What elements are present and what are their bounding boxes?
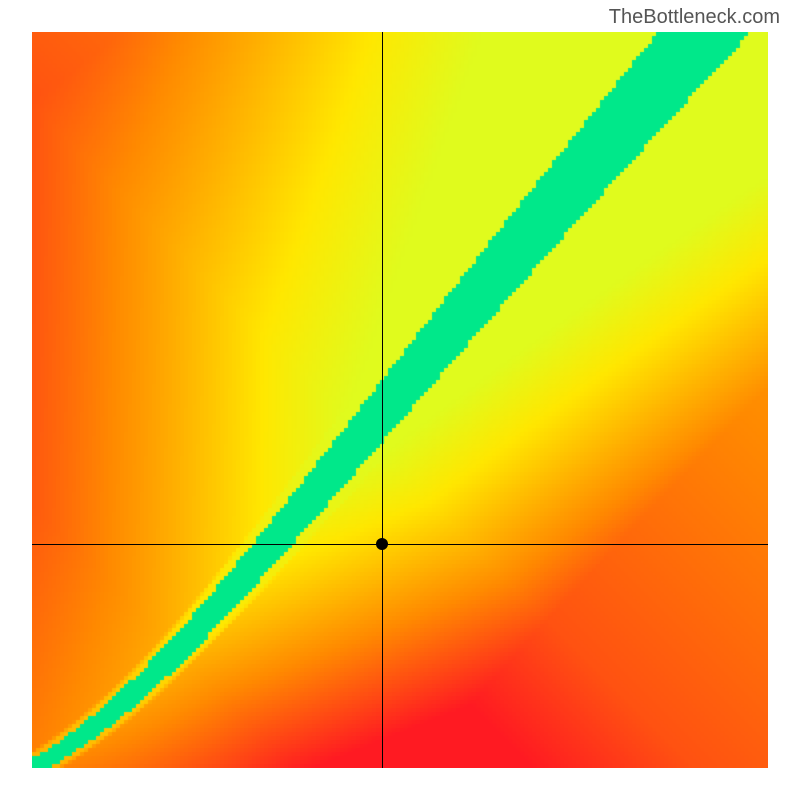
watermark-text: TheBottleneck.com xyxy=(609,6,780,29)
root-container: TheBottleneck.com xyxy=(0,0,800,800)
heatmap-chart xyxy=(32,32,768,768)
crosshair-vertical-line xyxy=(382,32,383,768)
heatmap-canvas xyxy=(32,32,768,768)
crosshair-horizontal-line xyxy=(32,544,768,545)
crosshair-point xyxy=(376,538,388,550)
